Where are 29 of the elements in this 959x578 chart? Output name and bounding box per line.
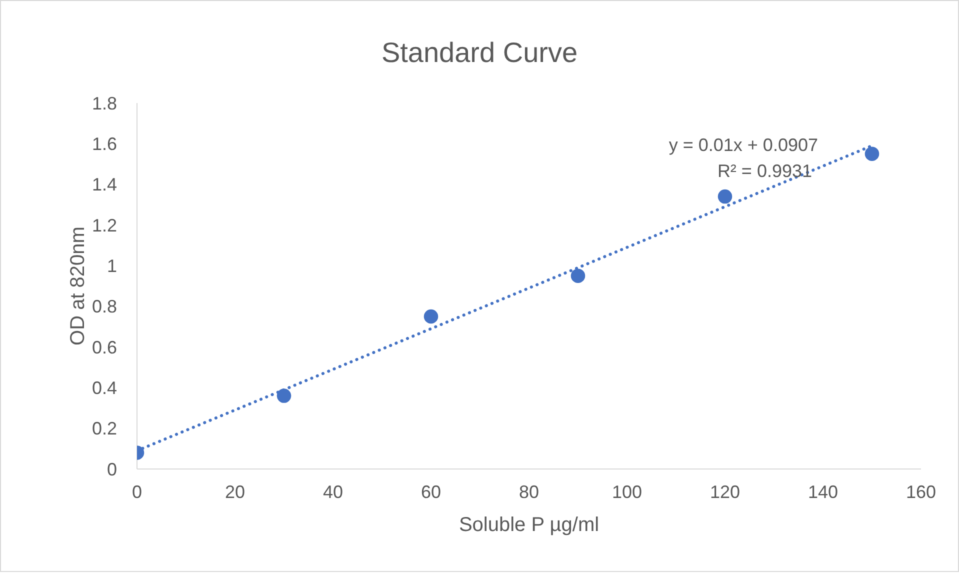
x-tick-label: 80 [518, 482, 540, 502]
x-tick-label: 140 [808, 482, 838, 502]
y-tick-label: 0.2 [92, 418, 117, 439]
chart-title: Standard Curve [380, 37, 579, 69]
y-tick-label: 0 [106, 459, 117, 480]
y-tick-label: 0.4 [92, 378, 117, 398]
y-tick-label: 1.2 [92, 215, 117, 236]
point [276, 388, 292, 403]
y-tick-label: 1.6 [92, 134, 117, 154]
annotation: R² = 0.9931 [716, 161, 813, 182]
point [570, 268, 586, 283]
y-tick-label: 1 [106, 256, 117, 276]
annotation: y = 0.01x + 0.0907 [668, 135, 818, 156]
x-tick-label: 100 [612, 482, 642, 502]
y-axis-title: OD at 820nm [67, 226, 90, 346]
point [718, 189, 732, 204]
x-tick-label: 40 [322, 482, 344, 502]
y-tick-label: 0.6 [92, 337, 117, 358]
y-tick-label: 0.8 [92, 296, 117, 317]
x-tick-label: 120 [710, 482, 740, 502]
point [864, 146, 880, 161]
x-axis-title: Soluble P µg/ml [458, 514, 600, 536]
x-tick-label: 160 [906, 482, 936, 502]
point [424, 309, 438, 324]
x-tick-label: 20 [224, 482, 246, 502]
y-tick-label: 1.4 [92, 174, 117, 195]
x-tick-label: 0 [132, 482, 142, 502]
x-tick-label: 60 [420, 482, 442, 502]
y-tick-label: 1.8 [92, 93, 117, 114]
